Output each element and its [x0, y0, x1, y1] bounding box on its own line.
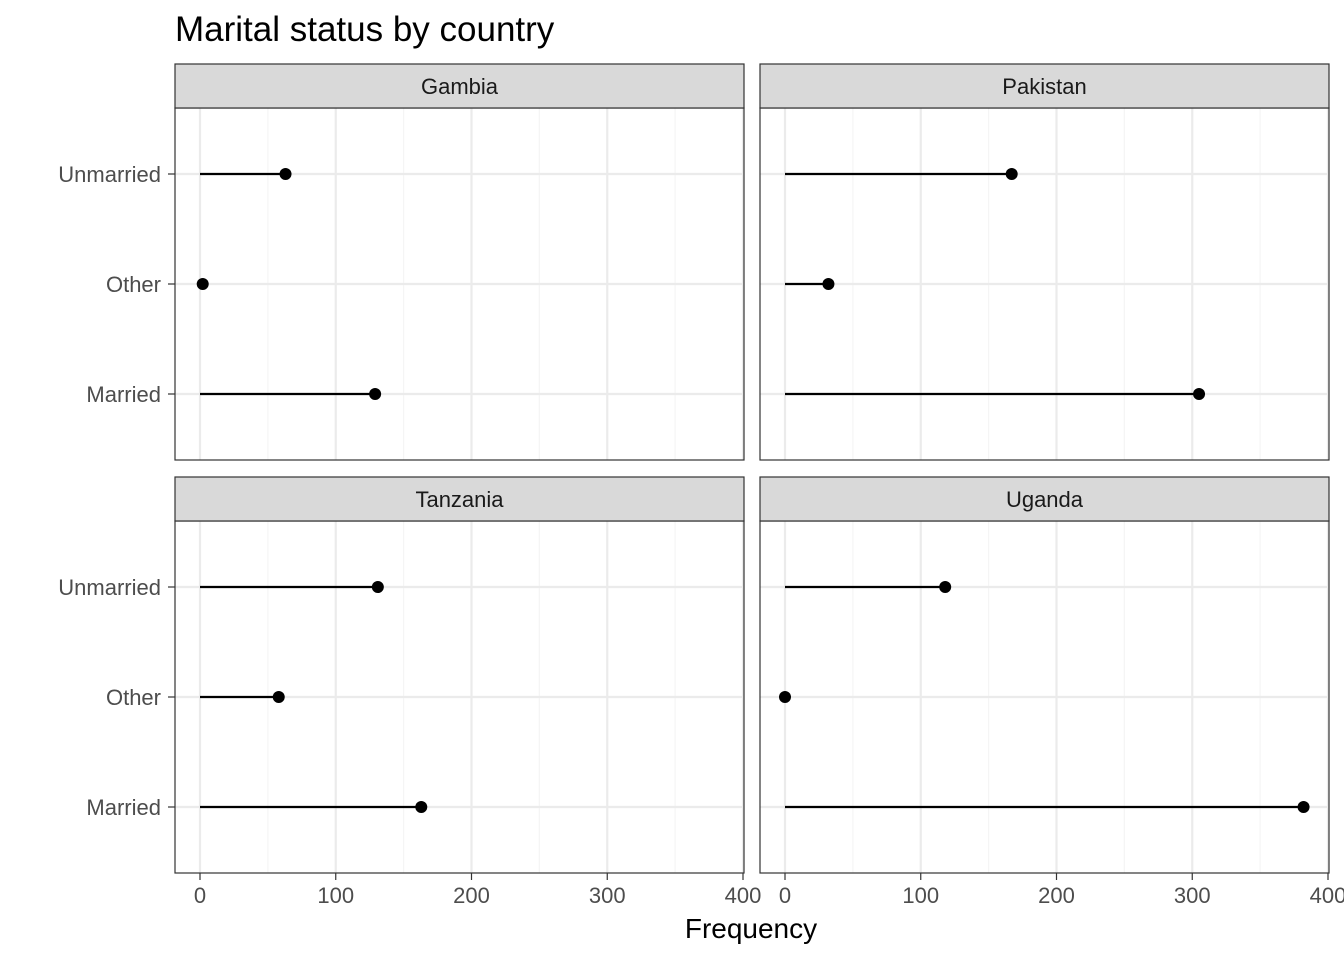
facet-pakistan: Pakistan: [759, 63, 1330, 461]
point-other: [196, 278, 209, 290]
x-tick-label: 0: [194, 883, 206, 908]
x-tick-label: 300: [1174, 883, 1211, 908]
facet-strip: [759, 476, 1330, 522]
point-unmarried: [279, 168, 292, 180]
x-tick-label: 200: [1038, 883, 1075, 908]
point-unmarried: [371, 581, 384, 593]
point-married: [1297, 801, 1310, 813]
x-tick-label: 200: [453, 883, 490, 908]
y-tick-label: Unmarried: [58, 162, 161, 187]
x-tick-label: 100: [902, 883, 939, 908]
facet-strip: [759, 63, 1330, 109]
facet-strip-label: Pakistan: [1002, 74, 1086, 99]
y-tick-label: Married: [86, 382, 161, 407]
point-other: [822, 278, 835, 290]
point-other: [779, 691, 791, 703]
facet-strip-label: Uganda: [1006, 487, 1084, 512]
point-married: [1193, 388, 1206, 400]
facet-strip: [174, 476, 745, 522]
facet-strip-label: Gambia: [421, 74, 499, 99]
point-married: [369, 388, 382, 400]
x-tick-label: 400: [725, 883, 762, 908]
facet-uganda: Uganda 0 100 200 300 400: [759, 476, 1344, 908]
point-unmarried: [1005, 168, 1018, 180]
facet-panels: Gambia Unmarried Other Married Pakistan Tanza…: [58, 63, 1344, 908]
chart-title: Marital status by country: [175, 10, 555, 49]
point-married: [415, 801, 428, 813]
y-tick-label: Other: [106, 272, 161, 297]
point-other: [272, 691, 285, 703]
y-tick-label: Married: [86, 795, 161, 820]
x-tick-label: 400: [1310, 883, 1344, 908]
x-tick-label: 300: [589, 883, 626, 908]
facet-strip-label: Tanzania: [415, 487, 504, 512]
y-tick-label: Unmarried: [58, 575, 161, 600]
y-tick-label: Other: [106, 685, 161, 710]
facet-tanzania: Tanzania Unmarried Other Married 0 100 200 300 4…: [58, 476, 762, 908]
x-tick-label: 0: [779, 883, 791, 908]
point-unmarried: [939, 581, 952, 593]
facet-strip: [174, 63, 745, 109]
facet-gambia: Gambia Unmarried Other Married: [58, 63, 745, 461]
x-tick-label: 100: [317, 883, 354, 908]
x-axis-title: Frequency: [685, 913, 817, 944]
